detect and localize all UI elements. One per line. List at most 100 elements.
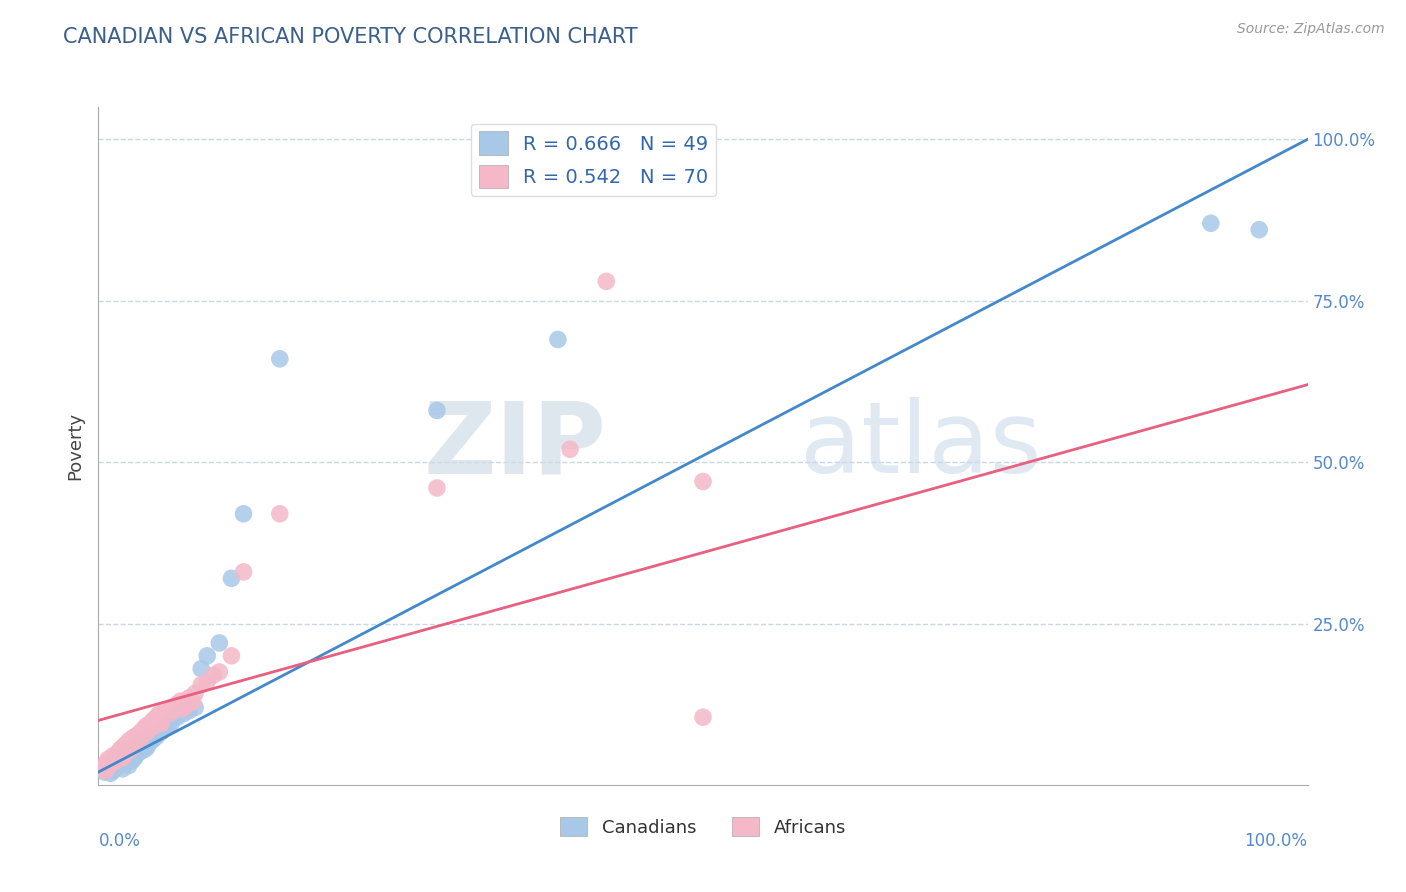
Point <box>135 725 157 739</box>
Point <box>93 765 115 780</box>
Point <box>100 753 122 767</box>
Point <box>100 757 122 772</box>
Point <box>108 748 131 763</box>
Point <box>269 351 291 366</box>
Point <box>121 739 143 754</box>
Point <box>558 442 581 457</box>
Point <box>202 668 225 682</box>
Text: 100.0%: 100.0% <box>1244 832 1308 850</box>
Point <box>179 704 201 718</box>
Point <box>121 753 143 767</box>
Point <box>118 740 141 755</box>
Point <box>426 481 449 495</box>
Point <box>120 742 142 756</box>
Point <box>426 403 449 417</box>
Point <box>129 725 152 739</box>
Point <box>184 686 207 700</box>
Point <box>232 565 254 579</box>
Point <box>181 695 204 709</box>
Point <box>111 762 134 776</box>
Point <box>111 740 134 755</box>
Point <box>114 756 136 770</box>
Point <box>134 726 156 740</box>
Point <box>93 758 115 772</box>
Point <box>108 742 131 756</box>
Point <box>148 726 170 740</box>
Point <box>692 475 714 489</box>
Point <box>143 716 166 731</box>
Point <box>692 710 714 724</box>
Point <box>127 738 149 752</box>
Point <box>97 760 120 774</box>
Point <box>121 731 143 746</box>
Point <box>142 720 165 734</box>
Point <box>135 718 157 732</box>
Point <box>105 753 128 767</box>
Point <box>172 702 194 716</box>
Point <box>97 752 120 766</box>
Point <box>114 747 136 761</box>
Point <box>169 694 191 708</box>
Point <box>190 678 212 692</box>
Point <box>101 756 124 770</box>
Point <box>127 747 149 761</box>
Point <box>105 752 128 766</box>
Point <box>105 747 128 761</box>
Point <box>184 700 207 714</box>
Point <box>94 764 117 778</box>
Point <box>124 736 146 750</box>
Point <box>103 756 125 770</box>
Point <box>160 716 183 731</box>
Point <box>208 665 231 679</box>
Point <box>174 698 197 712</box>
Text: ZIP: ZIP <box>423 398 606 494</box>
Point <box>135 740 157 755</box>
Point <box>101 748 124 763</box>
Point <box>97 762 120 776</box>
Point <box>145 730 167 744</box>
Point <box>105 760 128 774</box>
Point <box>195 674 218 689</box>
Point <box>100 758 122 772</box>
Point <box>221 571 243 585</box>
Point <box>129 744 152 758</box>
Point <box>148 716 170 731</box>
Text: atlas: atlas <box>800 398 1042 494</box>
Point <box>138 721 160 735</box>
Point <box>114 738 136 752</box>
Point <box>111 751 134 765</box>
Point <box>139 716 162 731</box>
Point <box>108 746 131 760</box>
Point <box>115 744 138 758</box>
Point <box>153 721 176 735</box>
Text: CANADIAN VS AFRICAN POVERTY CORRELATION CHART: CANADIAN VS AFRICAN POVERTY CORRELATION … <box>63 27 638 46</box>
Point <box>134 742 156 756</box>
Point <box>114 747 136 761</box>
Point <box>124 740 146 755</box>
Point <box>135 731 157 746</box>
Point <box>190 662 212 676</box>
Point <box>111 751 134 765</box>
Point <box>1249 223 1271 237</box>
Point <box>118 758 141 772</box>
Point <box>166 698 188 712</box>
Point <box>269 507 291 521</box>
Point <box>124 751 146 765</box>
Point <box>1199 216 1222 230</box>
Point <box>142 714 165 728</box>
Text: 0.0%: 0.0% <box>98 832 141 850</box>
Point <box>134 721 156 735</box>
Point <box>166 710 188 724</box>
Point <box>595 274 617 288</box>
Point <box>96 756 118 770</box>
Point <box>150 725 173 739</box>
Point <box>101 764 124 778</box>
Point <box>129 731 152 746</box>
Point <box>232 507 254 521</box>
Point <box>195 648 218 663</box>
Point <box>208 636 231 650</box>
Text: Source: ZipAtlas.com: Source: ZipAtlas.com <box>1237 22 1385 37</box>
Y-axis label: Poverty: Poverty <box>66 412 84 480</box>
Point <box>108 753 131 767</box>
Point <box>160 700 183 714</box>
